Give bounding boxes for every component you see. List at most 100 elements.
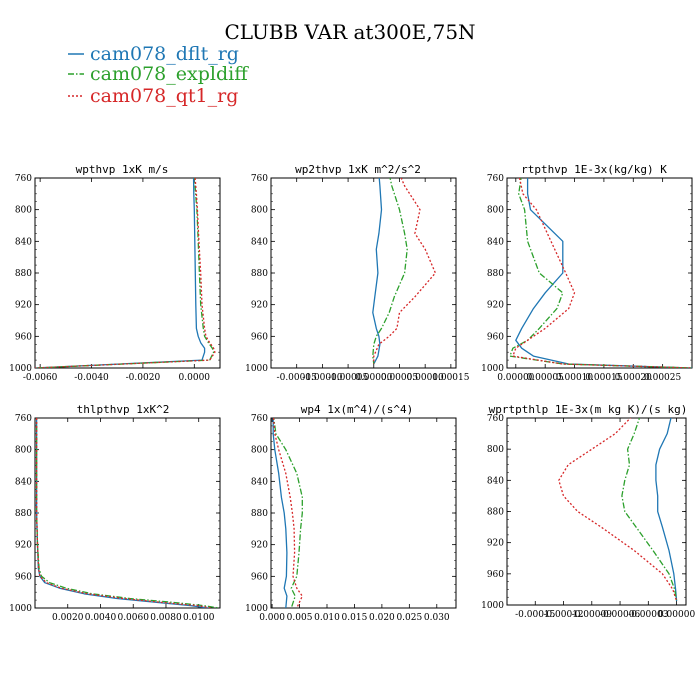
x-tick-label: 0.00020 <box>615 373 652 383</box>
x-tick-label: -0.00010 <box>302 373 343 383</box>
y-tick-label: 880 <box>15 509 32 519</box>
series-line-2 <box>35 178 216 368</box>
x-tick-label: 0.00000 <box>658 610 695 620</box>
x-tick-label: -0.00006 <box>600 610 641 620</box>
x-tick-label: 0.030 <box>424 613 450 623</box>
legend-label-dflt: cam078_dflt_rg <box>90 43 239 65</box>
y-tick-label: 760 <box>15 174 32 184</box>
y-tick-label: 800 <box>251 206 268 216</box>
series-line-0 <box>372 178 383 365</box>
y-tick-label: 840 <box>15 477 32 487</box>
panel-wpthvp: wpthvp 1xK m/s 7608008408809209601000-0.… <box>9 163 221 383</box>
y-tick-label: 800 <box>15 206 32 216</box>
series-line-2 <box>373 178 437 364</box>
panel-wprtpthlp: wprtpthlp 1E-3x(m kg K)/(s kg) 760 800 840… <box>481 403 695 620</box>
series-line-2 <box>35 418 212 608</box>
panel-title: wp4 1x(m^4)/(s^4) <box>301 403 414 416</box>
y-tick-label: 880 <box>251 509 268 519</box>
y-tick-label: 1000 <box>245 604 268 614</box>
x-tick-label: 0.020 <box>369 613 395 623</box>
y-tick-label: 960 <box>251 332 268 342</box>
series-line-1 <box>621 418 678 602</box>
plot-frame <box>270 417 457 609</box>
x-tick-label: 0.0080 <box>150 613 182 623</box>
y-tick-label: 1000 <box>481 364 504 374</box>
plot-frame <box>506 177 693 369</box>
panel-rtpthvp: rtpthvp 1E-3x(kg/kg) K 760 800 840 880 920 96… <box>481 163 693 383</box>
series-line-0 <box>515 178 692 368</box>
x-tick-label: 0.00010 <box>556 373 593 383</box>
y-tick-label: 800 <box>487 206 504 216</box>
x-tick-label: -0.00015 <box>515 610 556 620</box>
y-tick-label: 760 <box>487 174 504 184</box>
plot-frame <box>34 417 221 609</box>
panel-title: thlpthvp 1xK^2 <box>77 403 170 416</box>
x-tick-label: 0.0020 <box>52 613 84 623</box>
y-tick-label: 800 <box>251 446 268 456</box>
y-tick-label: 760 <box>251 174 268 184</box>
series-line-1 <box>273 418 303 608</box>
series-line-1 <box>509 178 692 368</box>
x-tick-label: 0.00015 <box>432 373 469 383</box>
x-tick-label: -0.00009 <box>572 610 613 620</box>
y-tick-label: 800 <box>487 445 504 455</box>
y-tick-label: 880 <box>487 508 504 518</box>
y-tick-label: 840 <box>251 477 268 487</box>
y-tick-label: 960 <box>15 332 32 342</box>
x-tick-label: 0.0000 <box>179 373 211 383</box>
y-tick-label: 840 <box>487 237 504 247</box>
panel-title: rtpthvp 1E-3x(kg/kg) K <box>521 163 667 176</box>
y-tick-label: 1000 <box>9 364 32 374</box>
y-tick-label: 960 <box>487 570 504 580</box>
x-tick-label: -0.00015 <box>277 373 318 383</box>
x-tick-label: -0.0060 <box>23 373 58 383</box>
y-tick-label: 760 <box>251 414 268 424</box>
y-tick-label: 880 <box>15 269 32 279</box>
x-tick-label: -0.00012 <box>543 610 583 620</box>
series-line-1 <box>35 418 219 608</box>
y-tick-label: 1000 <box>481 601 504 611</box>
series-line-1 <box>372 178 408 365</box>
panel-title: wprtpthlp 1E-3x(m kg K)/(s kg) <box>489 403 688 416</box>
x-tick-label: 0.015 <box>342 613 368 623</box>
x-tick-label: 0.005 <box>287 613 313 623</box>
y-tick-label: 960 <box>487 332 504 342</box>
y-tick-label: 920 <box>15 541 32 551</box>
y-tick-label: 920 <box>15 301 32 311</box>
y-tick-label: 760 <box>15 414 32 424</box>
series-line-2 <box>558 418 678 602</box>
plot-frame <box>270 177 457 369</box>
y-tick-label: 960 <box>251 572 268 582</box>
y-tick-label: 960 <box>15 572 32 582</box>
y-tick-label: 840 <box>487 476 504 486</box>
series-line-2 <box>272 418 303 608</box>
y-tick-label: 840 <box>15 237 32 247</box>
y-tick-label: 1000 <box>9 604 32 614</box>
x-tick-label: 0.0060 <box>117 613 149 623</box>
x-tick-label: 0.0040 <box>85 613 117 623</box>
legend-label-expl: cam078_expldiff <box>90 63 249 85</box>
panel-wp4: wp4 1x(m^4)/(s^4) 760 800 840 880 920 960 1000… <box>245 403 457 623</box>
x-tick-label: 0.0100 <box>183 613 215 623</box>
y-tick-label: 920 <box>251 541 268 551</box>
y-tick-label: 920 <box>487 539 504 549</box>
y-tick-label: 760 <box>487 414 504 424</box>
x-tick-label: 0.00010 <box>407 373 444 383</box>
panel-wp2thvp: wp2thvp 1xK m^2/s^2 760 800 840 880 920 960 10… <box>245 163 470 383</box>
figure-title: CLUBB VAR at300E,75N <box>224 20 475 44</box>
y-tick-label: 880 <box>487 269 504 279</box>
x-tick-label: 0.025 <box>396 613 422 623</box>
x-tick-label: -0.0040 <box>74 373 109 383</box>
series-line-0 <box>35 178 206 368</box>
panel-title: wpthvp 1xK m/s <box>76 163 169 176</box>
series-line-0 <box>655 418 678 602</box>
x-tick-label: 0.00000 <box>497 373 534 383</box>
x-tick-label: 0.00000 <box>355 373 392 383</box>
x-tick-label: 0.00005 <box>381 373 418 383</box>
legend-label-qt1: cam078_qt1_rg <box>90 85 238 107</box>
series-line-2 <box>512 178 692 368</box>
panel-title: wp2thvp 1xK m^2/s^2 <box>295 163 421 176</box>
x-tick-label: -0.00003 <box>628 610 669 620</box>
x-tick-label: 0.00025 <box>644 373 681 383</box>
